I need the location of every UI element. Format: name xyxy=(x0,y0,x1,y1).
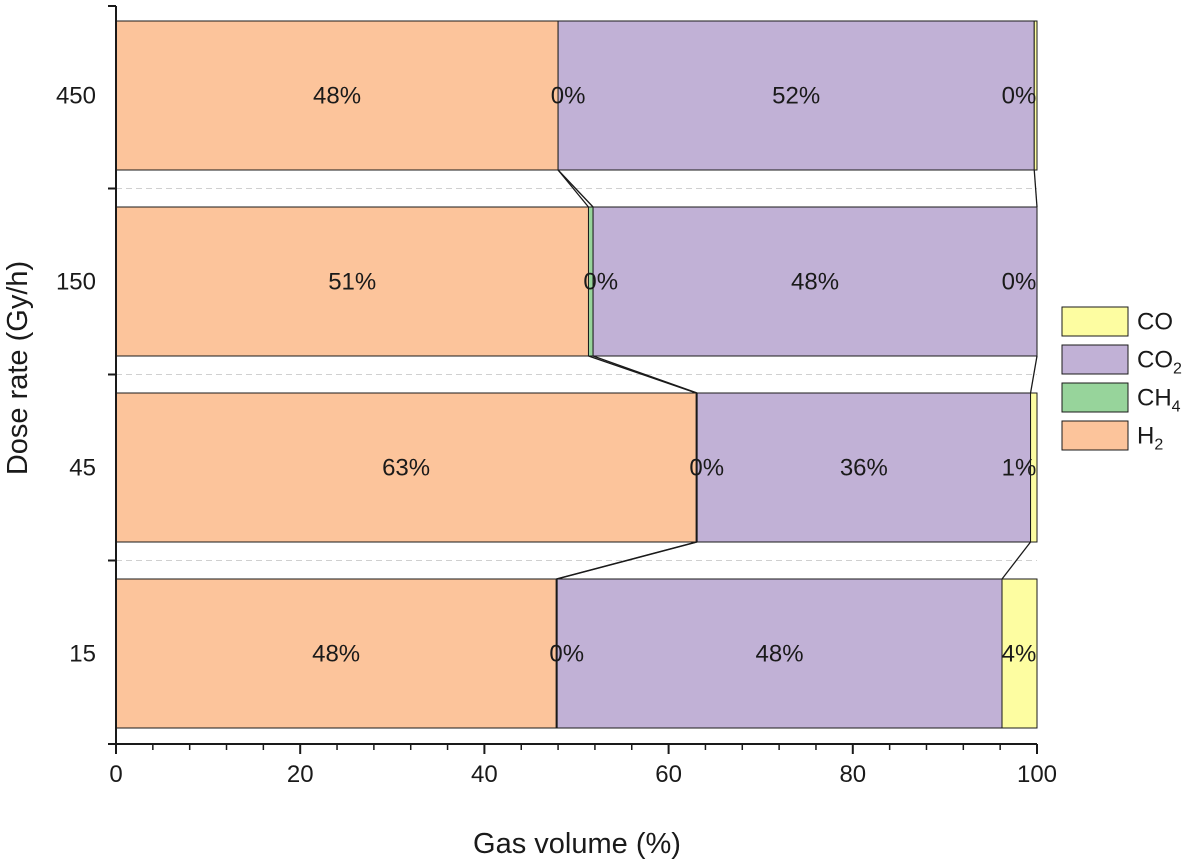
segment-labels: 48% 0% 52% 0% 51% 0% 48% 0% 63% 0% 36% 1% 48% 0% 48% 4% xyxy=(312,83,1036,668)
segment-label: 51% xyxy=(328,269,376,296)
segment-label: 48% xyxy=(313,83,361,110)
segment-label: 52% xyxy=(772,83,820,110)
segment-label: 36% xyxy=(840,455,888,482)
legend-swatch xyxy=(1061,306,1129,337)
y-tick-label: 450 xyxy=(56,83,96,110)
bar-segment xyxy=(1033,20,1038,171)
legend-swatch xyxy=(1061,382,1129,413)
y-tick-label: 150 xyxy=(56,269,96,296)
connector-line xyxy=(1001,541,1032,580)
connector-line xyxy=(592,355,698,394)
legend-label: CH4 xyxy=(1137,385,1181,416)
legend-label-subscript: 2 xyxy=(1154,437,1163,454)
segment-label: 1% xyxy=(1002,455,1037,482)
y-tick-label: 45 xyxy=(69,455,96,482)
connector-line xyxy=(556,541,698,580)
legend-label: CO2 xyxy=(1137,347,1182,378)
bar-segment xyxy=(557,20,1035,171)
segment-label: 48% xyxy=(791,269,839,296)
gap-separators xyxy=(116,188,1037,561)
x-tick-label: 80 xyxy=(839,761,866,788)
bar-segment xyxy=(1030,392,1038,543)
x-tick-label: 20 xyxy=(287,761,314,788)
segment-label: 0% xyxy=(549,641,584,668)
connector-line xyxy=(557,169,594,208)
connector-line xyxy=(1029,355,1038,394)
legend-label: H2 xyxy=(1137,423,1163,454)
legend: CO CO2 CH4 H2 xyxy=(1061,306,1182,454)
bars xyxy=(115,20,1038,729)
axes xyxy=(108,5,1038,754)
segment-label: 4% xyxy=(1002,641,1037,668)
segment-label: 48% xyxy=(312,641,360,668)
segment-label: 48% xyxy=(756,641,804,668)
legend-swatch xyxy=(1061,344,1129,375)
x-tick-label: 0 xyxy=(109,761,122,788)
legend-label-subscript: 4 xyxy=(1172,399,1181,416)
bar-segment xyxy=(115,392,697,543)
segment-label: 0% xyxy=(551,83,586,110)
x-tick-label: 100 xyxy=(1017,761,1057,788)
legend-label: CO xyxy=(1137,309,1173,336)
y-axis-title: Dose rate (Gy/h) xyxy=(2,261,34,475)
segment-label: 63% xyxy=(382,455,430,482)
y-tick-label: 15 xyxy=(69,641,96,668)
segment-label: 0% xyxy=(689,455,724,482)
connector-lines xyxy=(556,169,1038,580)
x-tick-label: 40 xyxy=(471,761,498,788)
bar-segment xyxy=(1001,578,1038,729)
legend-label-subscript: 2 xyxy=(1173,361,1182,378)
x-tick-label: 60 xyxy=(655,761,682,788)
segment-label: 0% xyxy=(583,269,618,296)
tick-labels: 0 20 40 60 80 100 450 150 45 15 xyxy=(56,83,1057,789)
bar-segment xyxy=(696,392,1032,543)
bar-segment xyxy=(115,206,589,357)
segment-label: 0% xyxy=(1002,83,1037,110)
segment-label: 0% xyxy=(1002,269,1037,296)
bar-segment xyxy=(556,578,1003,729)
connector-line xyxy=(1033,169,1038,208)
bar-segment xyxy=(592,206,1038,357)
x-axis-title: Gas volume (%) xyxy=(473,828,681,860)
legend-swatch xyxy=(1061,420,1129,451)
